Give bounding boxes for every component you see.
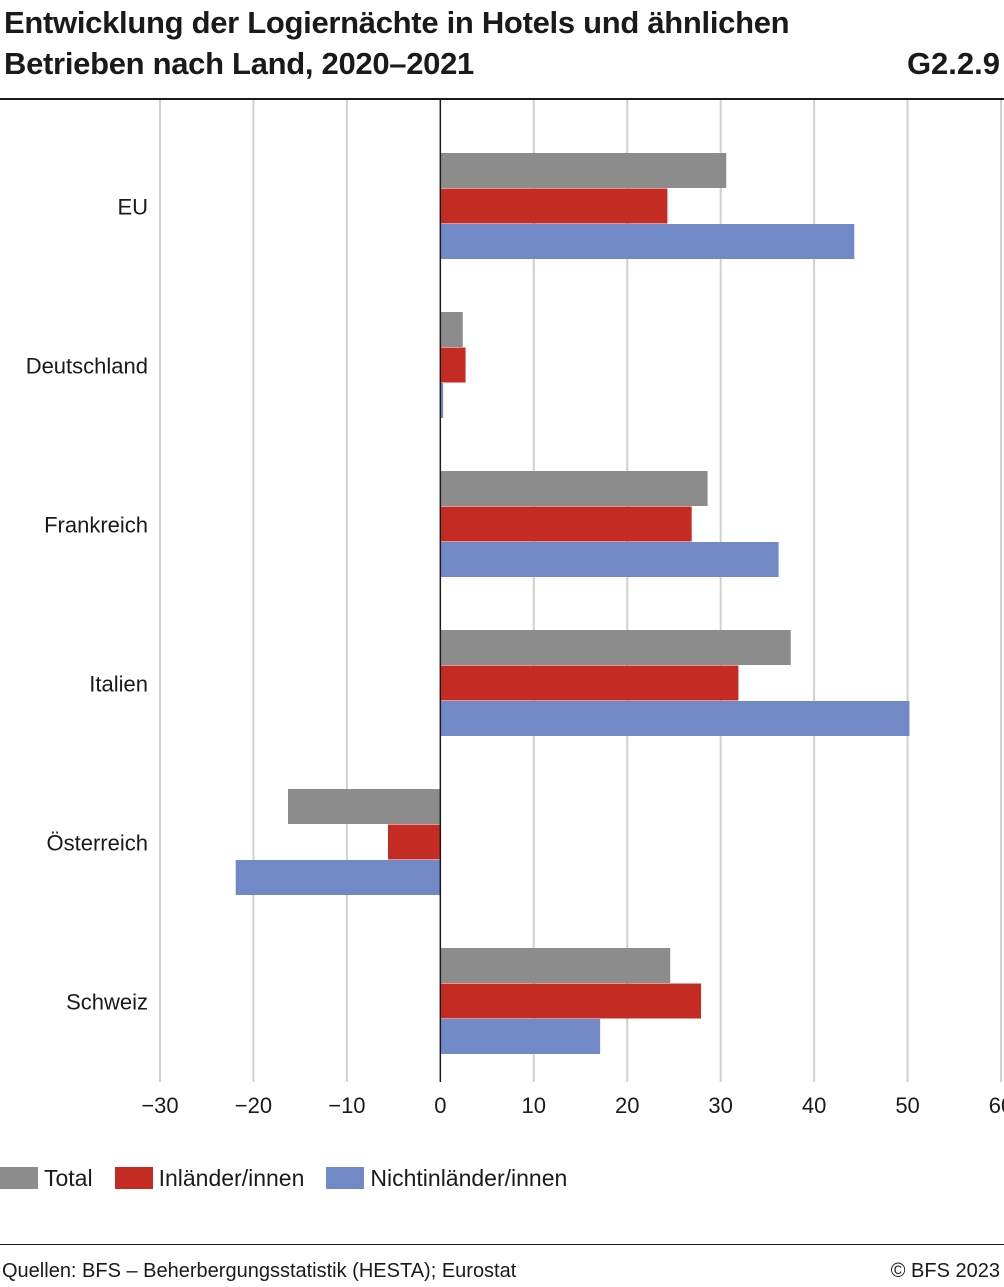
category-label: Österreich	[47, 830, 148, 855]
legend-swatch-ausland	[326, 1167, 365, 1189]
bar-total	[440, 312, 463, 347]
bar-inland	[388, 824, 441, 860]
bar-total	[288, 789, 441, 824]
source-note: Quellen: BFS – Beherbergungsstatistik (H…	[2, 1260, 517, 1282]
x-tick-label: 0	[434, 1093, 446, 1118]
bar-total	[440, 471, 708, 506]
x-tick-label: 10	[522, 1093, 546, 1118]
bar-inland	[440, 983, 702, 1019]
legend: Total Inländer/innen Nichtinländer/innen	[0, 1163, 589, 1193]
category-label: EU	[117, 194, 148, 219]
x-tick-label: 20	[615, 1093, 639, 1118]
bar-inland	[440, 506, 692, 542]
x-tick-label: −20	[235, 1093, 272, 1118]
legend-item-total: Total	[0, 1165, 93, 1192]
bar-inland	[440, 347, 466, 383]
category-label: Italien	[89, 671, 148, 696]
copyright-note: © BFS 2023	[890, 1260, 1000, 1282]
bar-ausland	[440, 383, 444, 418]
legend-label-ausland: Nichtinländer/innen	[370, 1164, 568, 1191]
legend-item-ausland: Nichtinländer/innen	[326, 1165, 567, 1192]
bar-inland	[440, 665, 739, 701]
legend-swatch-total	[0, 1167, 38, 1189]
bar-ausland	[440, 224, 855, 259]
x-tick-label: 30	[708, 1093, 732, 1118]
category-label: Deutschland	[26, 353, 148, 378]
legend-label-total: Total	[44, 1164, 93, 1191]
legend-swatch-inland	[114, 1167, 153, 1189]
x-tick-label: 60	[989, 1093, 1004, 1118]
bar-inland	[440, 188, 668, 224]
x-tick-label: −30	[141, 1093, 178, 1118]
chart-code: G2.2.9	[906, 46, 1000, 81]
legend-label-inland: Inländer/innen	[158, 1164, 305, 1191]
bar-ausland	[440, 1019, 601, 1054]
chart-title: Entwicklung der Logiernächte in Hotels u…	[4, 5, 790, 81]
bar-chart: −30 −20 −10 0 10 20 30 40 50 60 EU Deutschland Frank…	[26, 100, 1004, 1118]
bar-total	[440, 948, 671, 983]
bar-ausland	[440, 542, 779, 577]
category-label: Schweiz	[66, 989, 148, 1014]
bar-ausland	[235, 860, 441, 895]
legend-item-inland: Inländer/innen	[114, 1164, 305, 1192]
footer-rule	[0, 1244, 1004, 1245]
bar-total	[440, 630, 791, 665]
x-tick-label: 40	[802, 1093, 826, 1118]
bar-ausland	[440, 701, 910, 736]
title-rule	[0, 98, 1004, 100]
x-tick-label: 50	[895, 1093, 919, 1118]
x-tick-label: −10	[328, 1093, 365, 1118]
category-label: Frankreich	[44, 512, 148, 537]
bar-total	[440, 153, 727, 188]
